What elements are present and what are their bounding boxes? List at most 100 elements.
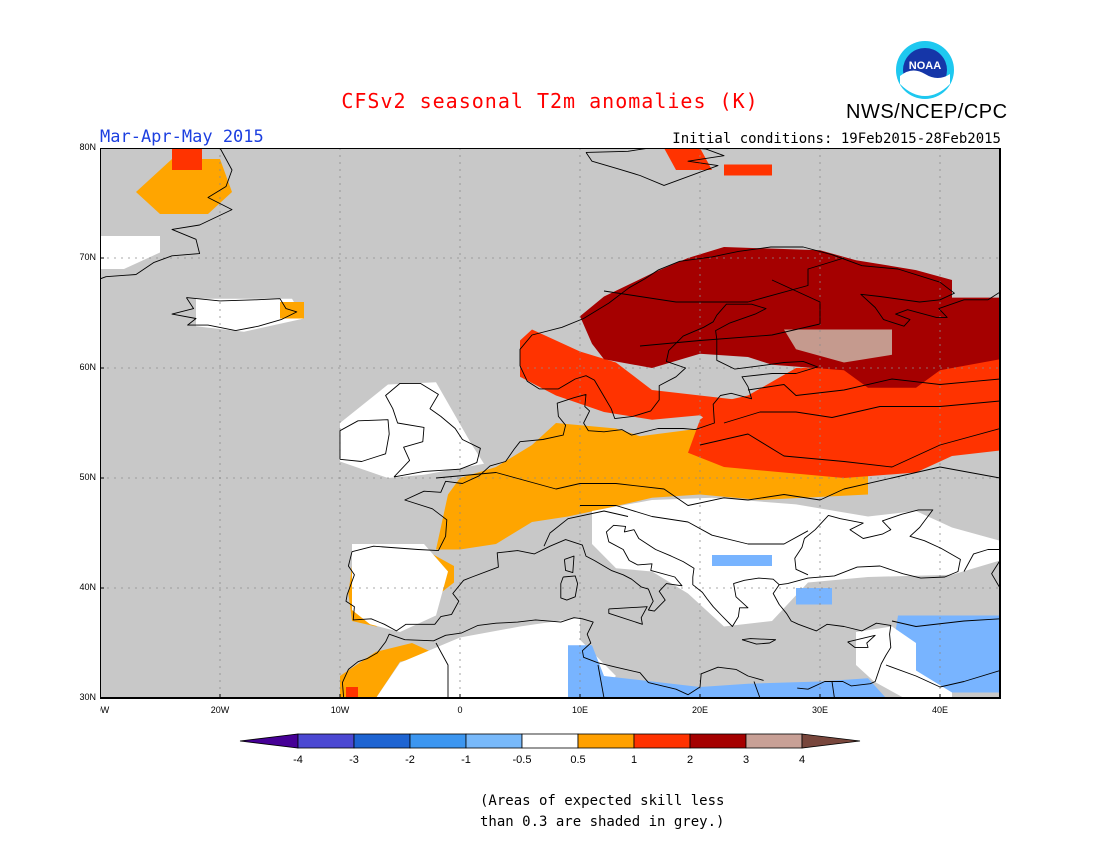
coastline	[963, 549, 1000, 572]
lon-tick-label: 30E	[812, 705, 828, 715]
colorbar-tick-label: 3	[743, 754, 749, 766]
forecast-period: Mar-Apr-May 2015	[100, 127, 264, 147]
coastline	[603, 257, 845, 303]
svg-text:NOAA: NOAA	[909, 60, 941, 72]
lat-tick-label: 50N	[79, 472, 96, 482]
lon-tick-label: 20E	[692, 705, 708, 715]
anomaly-region-uk-white	[340, 382, 484, 478]
coastline	[560, 575, 579, 601]
colorbar-tick-label: -3	[349, 754, 359, 766]
chart-title: CFSv2 seasonal T2m anomalies (K)	[341, 89, 759, 113]
colorbar-segment	[745, 733, 803, 749]
coastline	[171, 297, 298, 332]
coastlines	[100, 148, 1000, 698]
lon-tick-label: 10W	[331, 705, 350, 715]
lat-tick-label: 30N	[79, 692, 96, 702]
coastline	[753, 681, 761, 698]
coastline	[608, 606, 648, 625]
coastline	[699, 428, 1000, 468]
colorbar-tick-label: -1	[461, 754, 471, 766]
anomaly-region-karelia-extreme	[784, 329, 892, 363]
colorbar-segment	[633, 733, 691, 749]
colorbar-tick-label: -2	[405, 754, 415, 766]
coastline	[339, 419, 390, 462]
map-plot-area	[100, 148, 1000, 698]
lon-tick-label: 0	[457, 705, 462, 715]
anomaly-region-greenland-hot	[172, 148, 202, 170]
anomaly-region-svalbard-east	[724, 164, 772, 176]
anomaly-region-greece-cool	[712, 555, 772, 566]
coastline	[341, 617, 764, 697]
coastline	[741, 638, 777, 645]
anomaly-region-north-africa-warm	[340, 643, 436, 698]
lat-tick-label: 80N	[79, 142, 96, 152]
anomaly-region-scandinavia-very-hot	[580, 247, 1000, 388]
colorbar-segment	[465, 733, 523, 749]
colorbar-segment	[577, 733, 635, 749]
coastline	[351, 246, 1000, 553]
lon-tick-label: 20W	[211, 705, 230, 715]
anomaly-region-anatolia-cool	[796, 588, 832, 605]
colorbar-segment	[801, 733, 861, 749]
colorbar-tick-label: 4	[799, 754, 805, 766]
colorbar-tick-label: 0.5	[570, 754, 585, 766]
colorbar-segment	[409, 733, 467, 749]
skill-note-line-1: (Areas of expected skill less	[480, 793, 725, 809]
organization-label: NWS/NCEP/CPC	[846, 101, 1008, 123]
skill-note: (Areas of expected skill less than 0.3 a…	[480, 791, 740, 833]
skill-note-line-2: than 0.3 are shaded in grey.)	[480, 814, 725, 830]
anomaly-region-mediterranean-white	[376, 617, 616, 698]
coastline	[891, 618, 1000, 627]
anomaly-region-greenland-warm	[136, 159, 232, 214]
colorbar-segment	[353, 733, 411, 749]
anomaly-region-middle-east-white	[856, 626, 952, 698]
coastline	[345, 509, 961, 632]
noaa-logo: NOAA	[892, 40, 958, 100]
anomaly-map: 30W 20W 10W 0 10E 20E 30E 40E	[100, 148, 1001, 715]
lat-tick-label: 70N	[79, 252, 96, 262]
colorbar-tick-label: -0.5	[513, 754, 532, 766]
coastline	[747, 378, 1000, 396]
anomaly-region-north-africa-hot	[346, 687, 358, 698]
initial-conditions: Initial conditions: 19Feb2015-28Feb2015	[672, 131, 1001, 147]
map-frame	[100, 148, 1001, 699]
anomaly-region-balkans-white	[592, 497, 1000, 627]
coastline	[639, 279, 821, 347]
anomaly-region-svalbard-hot	[664, 148, 712, 170]
colorbar-tick-label: 2	[687, 754, 693, 766]
coastline	[435, 466, 1000, 506]
anomaly-region-north-africa-cool	[568, 645, 886, 698]
colorbar-segment	[297, 733, 355, 749]
anomaly-region-iberia-white	[352, 544, 448, 632]
coastline	[772, 584, 892, 690]
coastline	[885, 664, 1000, 688]
coastline	[597, 664, 605, 698]
lon-tick-label: 30W	[100, 705, 110, 715]
lon-tick-label: 10E	[572, 705, 588, 715]
coastline	[585, 148, 725, 186]
coastline	[563, 555, 575, 574]
lat-tick-label: 40N	[79, 582, 96, 592]
colorbar-segment	[521, 733, 579, 749]
colorbar-segment	[239, 733, 299, 749]
colorbar-legend: -4 -3 -2 -1 -0.5 0.5 1 2 3 4	[239, 733, 861, 766]
anomaly-region-middle-east-cool	[892, 615, 1000, 693]
coastline	[543, 510, 629, 547]
coastline	[435, 642, 449, 698]
coastline	[580, 505, 809, 545]
coastline	[100, 148, 233, 280]
coastline	[831, 681, 835, 698]
coastline	[847, 634, 876, 648]
colorbar-tick-label: 1	[631, 754, 637, 766]
anomaly-region-greenland-white	[100, 236, 160, 269]
anomaly-region-scandinavia-hot	[520, 329, 748, 432]
lon-tick-label: 40E	[932, 705, 948, 715]
map-gridlines	[100, 148, 1000, 698]
coastline	[991, 560, 1000, 589]
coastline	[723, 400, 1000, 424]
coastline	[385, 382, 481, 478]
lat-tick-label: 60N	[79, 362, 96, 372]
colorbar-segment	[689, 733, 747, 749]
anomaly-region-iceland-white	[196, 298, 304, 332]
colorbar-tick-label: -4	[293, 754, 303, 766]
